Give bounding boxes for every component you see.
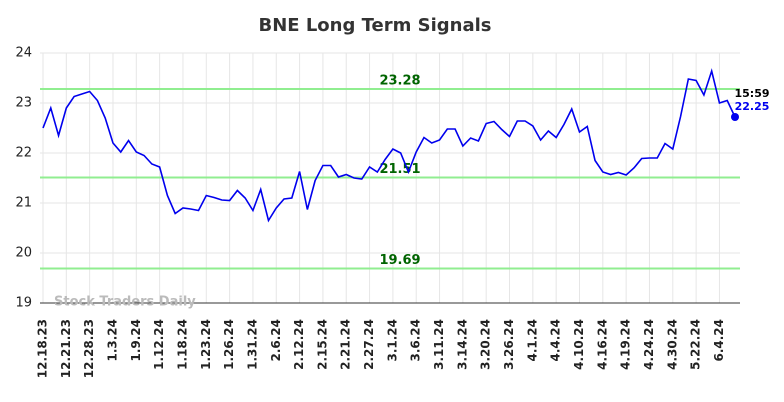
y-tick-label: 24 [15, 46, 32, 61]
x-tick-label: 1.12.24 [152, 319, 166, 370]
y-tick-label: 20 [15, 246, 32, 261]
x-tick-label: 2.15.24 [315, 319, 329, 370]
x-tick-label: 12.21.23 [59, 319, 73, 378]
x-tick-label: 1.26.24 [222, 319, 236, 370]
x-tick-label: 3.11.24 [432, 319, 446, 370]
x-tick-label: 4.10.24 [572, 319, 586, 370]
x-tick-label: 3.14.24 [455, 319, 469, 370]
y-tick-label: 22 [15, 146, 32, 161]
x-tick-label: 4.16.24 [595, 319, 609, 370]
x-tick-label: 4.24.24 [642, 319, 656, 370]
price-line [42, 68, 736, 223]
x-tick-label: 3.6.24 [409, 319, 423, 362]
x-tick-label: 3.20.24 [479, 319, 493, 370]
level-label: 21.51 [379, 162, 420, 177]
x-tick-label: 1.9.24 [129, 319, 143, 362]
y-tick-label: 19 [15, 296, 32, 311]
x-tick-label: 12.28.23 [82, 319, 96, 378]
x-tick-label: 4.19.24 [619, 319, 633, 370]
level-label: 23.28 [379, 74, 420, 89]
x-tick-label: 1.31.24 [245, 319, 259, 370]
x-tick-label: 3.1.24 [385, 319, 399, 362]
x-tick-label: 4.1.24 [525, 319, 539, 362]
x-tick-label: 3.26.24 [502, 319, 516, 370]
level-label: 19.69 [379, 253, 420, 268]
x-tick-label: 4.30.24 [665, 319, 679, 370]
chart-title: BNE Long Term Signals [258, 15, 491, 36]
x-tick-label: 2.21.24 [339, 319, 353, 370]
x-tick-label: 2.27.24 [362, 319, 376, 370]
x-tick-label: 1.3.24 [105, 319, 119, 362]
last-time: 15:59 [734, 87, 769, 100]
x-tick-label: 6.4.24 [712, 319, 726, 362]
x-tick-label: 5.22.24 [689, 319, 703, 370]
x-tick-label: 1.18.24 [175, 319, 189, 370]
x-tick-label: 12.18.23 [36, 319, 50, 378]
x-tick-label: 2.6.24 [269, 319, 283, 362]
y-tick-label: 23 [15, 96, 32, 111]
last-value: 22.25 [735, 100, 770, 113]
x-tick-label: 2.12.24 [292, 319, 306, 370]
last-point [731, 113, 739, 121]
y-tick-label: 21 [15, 196, 32, 211]
watermark: Stock Traders Daily [54, 295, 196, 310]
x-tick-label: 4.4.24 [549, 319, 563, 362]
x-tick-label: 1.23.24 [199, 319, 213, 370]
